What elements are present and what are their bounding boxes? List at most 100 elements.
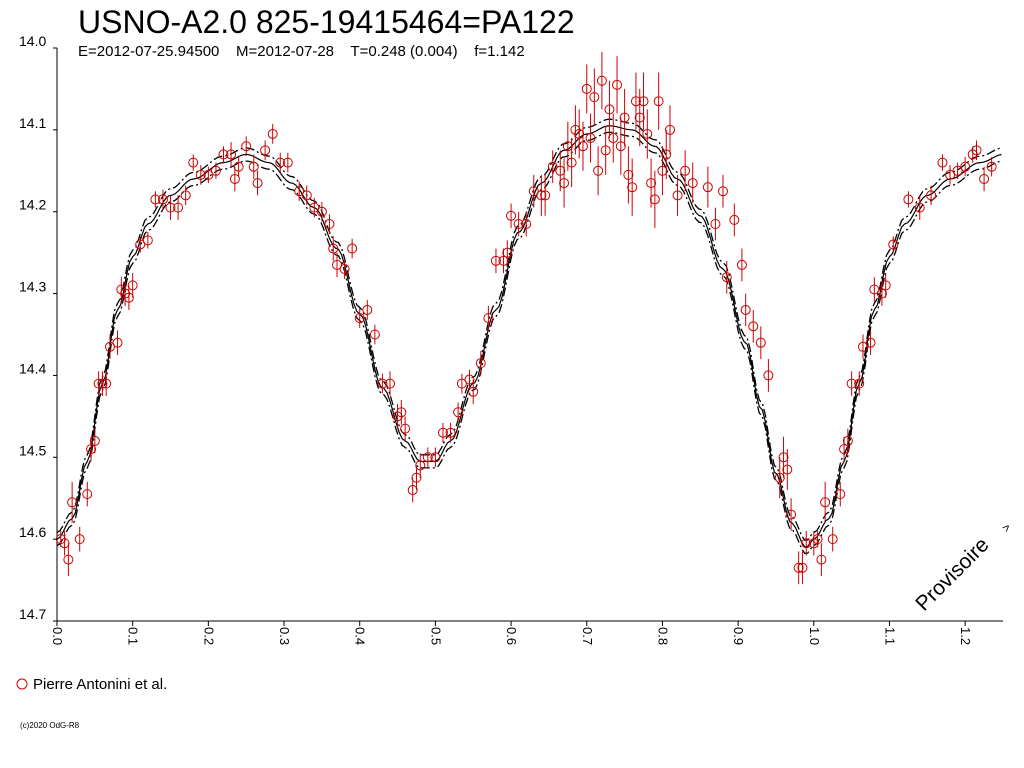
point-marker [233, 161, 244, 172]
data-point [400, 416, 411, 441]
data-point [786, 498, 797, 531]
data-point [729, 203, 740, 237]
data-point [415, 453, 426, 478]
data-point [653, 72, 664, 130]
chart-title: USNO-A2.0 825-19415464=PA122 [78, 4, 575, 40]
point-marker [59, 538, 70, 549]
data-point [67, 481, 78, 523]
point-marker [729, 214, 740, 225]
point-marker [437, 427, 448, 438]
point-marker [827, 534, 838, 545]
data-point [581, 64, 592, 114]
point-marker [577, 141, 588, 152]
point-marker [101, 378, 112, 389]
y-tick-label: 14.6 [19, 524, 46, 540]
y-axis: 14.0 14.1 14.2 14.3 14.4 14.5 14.6 14.7 [19, 33, 57, 622]
data-point [812, 530, 823, 548]
point-marker [672, 190, 683, 201]
point-marker [721, 272, 732, 283]
point-marker [63, 554, 74, 565]
point-marker [67, 497, 78, 508]
data-point [536, 174, 547, 216]
data-point [615, 117, 626, 175]
point-marker [483, 313, 494, 324]
data-point [945, 165, 956, 185]
point-marker [638, 96, 649, 107]
data-point [97, 371, 108, 396]
data-point [528, 174, 539, 208]
point-marker [93, 378, 104, 389]
point-marker [926, 190, 937, 201]
point-marker [600, 145, 611, 156]
point-marker [604, 104, 615, 115]
point-marker [842, 435, 853, 446]
point-marker [347, 243, 358, 254]
point-marker [354, 313, 365, 324]
point-marker [195, 169, 206, 180]
point-marker [74, 534, 85, 545]
data-point [135, 236, 146, 253]
data-point [229, 166, 240, 192]
x-tick-label: 0.8 [655, 627, 670, 645]
y-tick-label: 14.1 [19, 115, 46, 131]
point-marker [275, 157, 286, 168]
point-marker [475, 358, 486, 369]
data-point [717, 174, 728, 208]
data-point [104, 334, 115, 360]
data-point [422, 447, 433, 468]
point-marker [173, 202, 184, 213]
data-point [82, 481, 93, 507]
data-point [869, 277, 880, 302]
point-marker [657, 165, 668, 176]
point-marker [407, 485, 418, 496]
data-point [180, 185, 191, 206]
point-marker [309, 202, 320, 213]
point-marker [528, 186, 539, 197]
point-marker [774, 472, 785, 483]
point-marker [180, 190, 191, 201]
point-marker [623, 169, 634, 180]
data-point [437, 422, 448, 443]
data-point [665, 105, 676, 155]
data-point [865, 330, 876, 355]
x-tick-label: 0.4 [353, 627, 368, 645]
point-marker [339, 264, 350, 275]
data-point [926, 185, 937, 206]
data-point [123, 285, 134, 310]
point-marker [642, 128, 653, 139]
point-marker [786, 509, 797, 520]
data-point [188, 154, 199, 171]
point-marker [630, 96, 641, 107]
point-marker [157, 194, 168, 205]
point-marker [914, 202, 925, 213]
data-point [74, 526, 85, 552]
x-tick-label: 0.2 [201, 627, 216, 645]
point-marker [952, 165, 963, 176]
point-marker [324, 218, 335, 229]
point-marker [316, 206, 327, 217]
data-point [384, 371, 395, 396]
data-point [157, 189, 168, 210]
point-marker [680, 165, 691, 176]
data-point [740, 293, 751, 327]
point-marker [123, 292, 134, 303]
data-point [914, 195, 925, 220]
data-point [411, 465, 422, 491]
chart-subtitle: E=2012-07-25.94500 M=2012-07-28 T=0.248 … [78, 43, 525, 60]
point-marker [736, 259, 747, 270]
data-point [797, 551, 808, 585]
x-tick-label: 0.9 [731, 627, 746, 645]
x-tick-label: 0.1 [126, 627, 141, 645]
data-point [407, 477, 418, 503]
point-marker [396, 407, 407, 418]
data-point [468, 379, 479, 405]
data-point [593, 146, 604, 196]
point-marker [456, 378, 467, 389]
data-point [112, 330, 123, 355]
data-point [241, 136, 252, 157]
data-point [142, 232, 153, 249]
point-marker [400, 423, 411, 434]
point-marker [430, 452, 441, 463]
point-marker [755, 337, 766, 348]
point-marker [86, 444, 97, 455]
